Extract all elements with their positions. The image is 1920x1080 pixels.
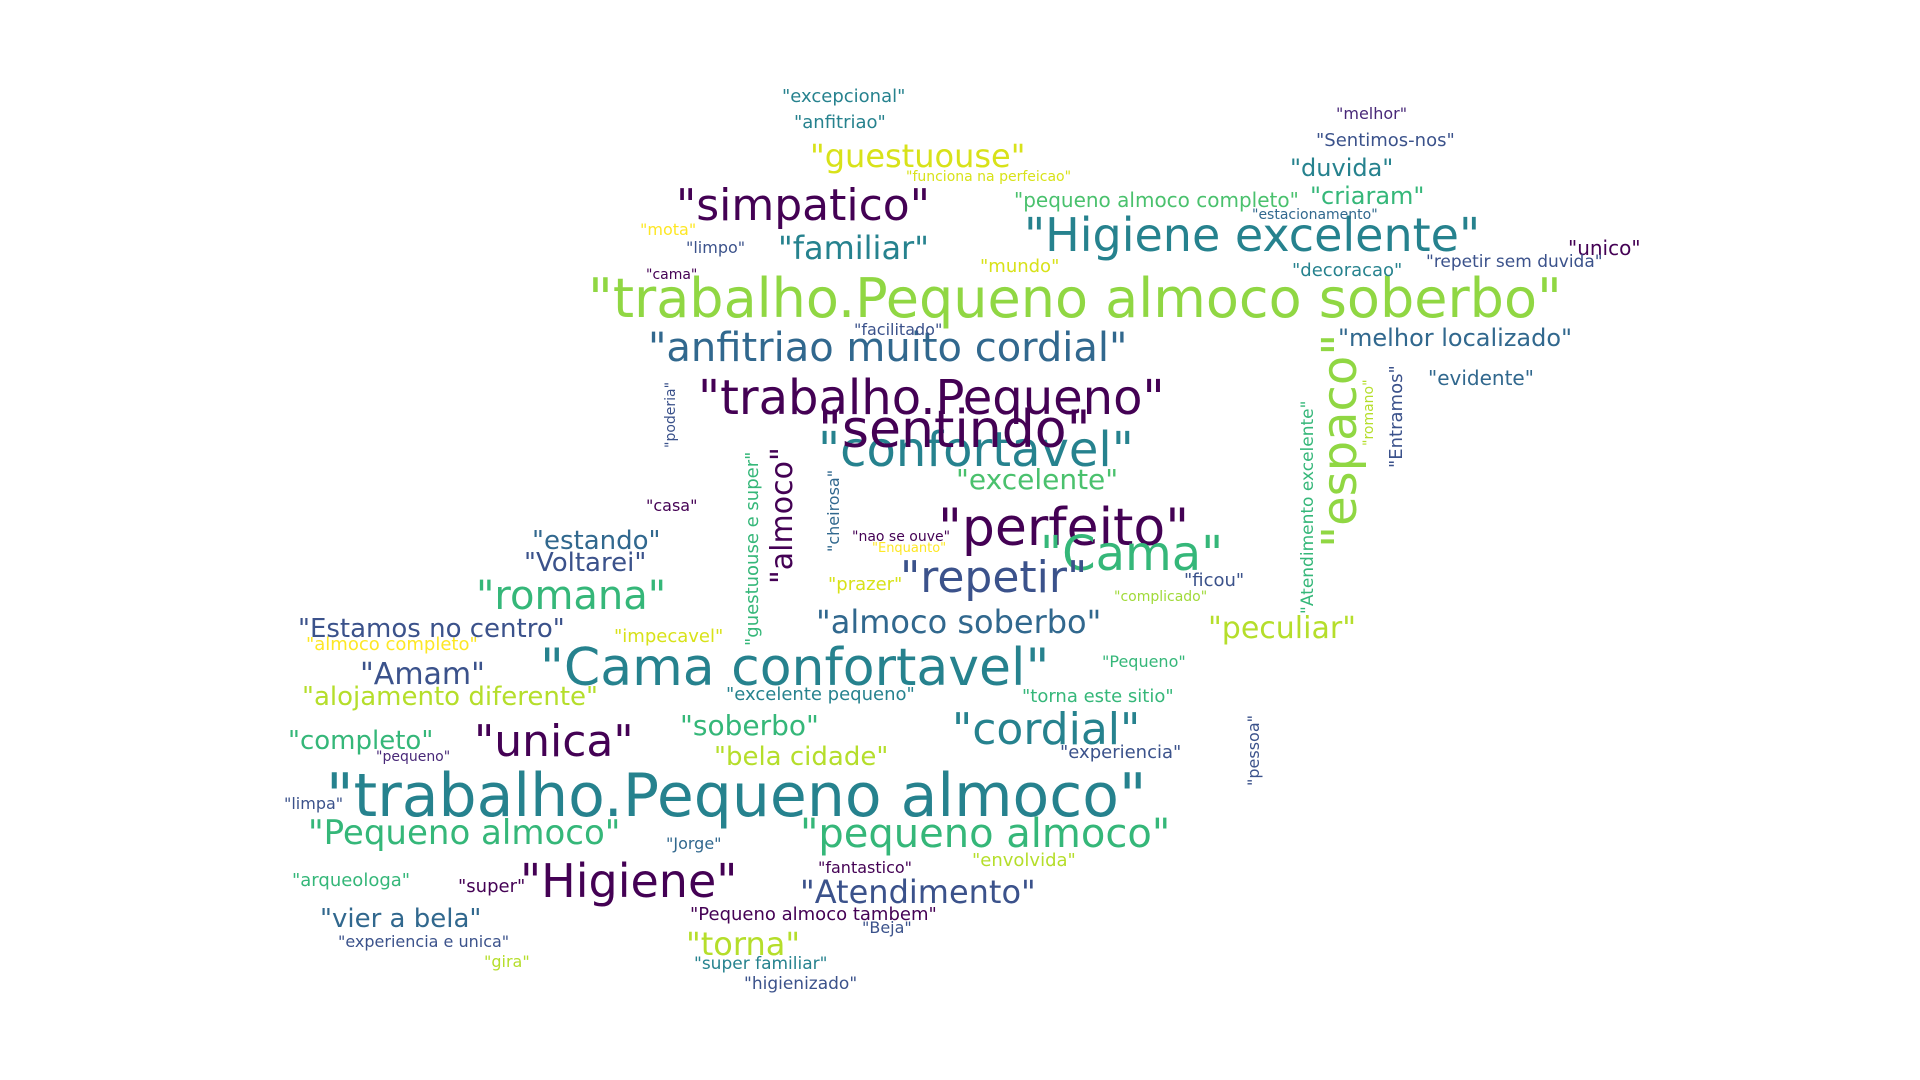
word-vertical: "romano"	[1361, 379, 1377, 446]
word: "super"	[458, 876, 526, 897]
word: "evidente"	[1428, 366, 1534, 390]
word: "experiencia e unica"	[338, 932, 510, 951]
word: "ficou"	[1184, 570, 1245, 591]
word: "complicado"	[1114, 589, 1208, 605]
word: "cordial"	[952, 704, 1141, 755]
word: "familiar"	[778, 229, 929, 267]
word: "excelente pequeno"	[726, 684, 915, 705]
word: "sentindo"	[818, 400, 1091, 460]
word: "romana"	[476, 573, 667, 619]
word: "repetir"	[900, 552, 1088, 603]
word: "Jorge"	[666, 834, 722, 853]
word: "mundo"	[980, 256, 1060, 277]
word: "Pequeno almoco tambem"	[690, 904, 937, 925]
word: "almoco completo"	[306, 634, 478, 655]
word: "excelente"	[956, 463, 1119, 496]
word: "almoco soberbo"	[816, 603, 1102, 641]
word: "Beja"	[862, 918, 912, 937]
word: "Cama confortavel"	[540, 638, 1050, 698]
word: "peculiar"	[1208, 611, 1356, 646]
word: "Higiene"	[520, 854, 738, 908]
word: "Higiene excelente"	[1024, 208, 1481, 262]
word: "repetir sem duvida"	[1426, 252, 1603, 272]
word: "limpa"	[284, 794, 344, 813]
word: "prazer"	[828, 574, 903, 595]
word: "criaram"	[1310, 182, 1425, 210]
word: "cama"	[646, 267, 698, 283]
word: "impecavel"	[614, 626, 724, 647]
word: "decoracao"	[1292, 260, 1403, 281]
word: "pequeno almoco"	[800, 811, 1171, 857]
word: "casa"	[646, 496, 698, 515]
word-vertical: "Entramos"	[1386, 365, 1407, 468]
word: "pequeno"	[376, 749, 451, 765]
word: "guestuouse"	[810, 137, 1026, 175]
word: "torna"	[686, 925, 801, 963]
word: "Cama"	[1040, 526, 1224, 582]
word: "Voltarei"	[524, 548, 647, 578]
word-vertical: "poderia"	[663, 381, 679, 448]
word: "simpatico"	[676, 180, 930, 231]
word: "completo"	[288, 726, 434, 756]
word: "duvida"	[1290, 154, 1394, 182]
word: "funciona na perfeicao"	[906, 169, 1072, 185]
word: "gira"	[484, 952, 530, 971]
word: "facilitado"	[854, 320, 943, 339]
word: "Sentimos-nos"	[1316, 130, 1455, 151]
word: "higienizado"	[744, 974, 858, 994]
word: "trabalho.Pequeno"	[698, 370, 1165, 426]
word: "envolvida"	[972, 850, 1076, 871]
word: "excepcional"	[782, 86, 906, 107]
word-vertical: "cheirosa"	[824, 469, 843, 552]
word-vertical: "espaco"	[1312, 333, 1368, 548]
word-vertical: "almoco"	[765, 447, 800, 584]
word-vertical: "pessoa"	[1244, 715, 1263, 786]
word: "torna este sitio"	[1022, 686, 1174, 707]
word: "Amam"	[360, 657, 485, 692]
word: "anfitriao"	[794, 112, 886, 133]
word: "fantastico"	[818, 858, 913, 877]
word: "experiencia"	[1060, 742, 1182, 763]
word: "Estamos no centro"	[298, 614, 565, 644]
word: "bela cidade"	[714, 742, 889, 772]
word: "alojamento diferente"	[302, 682, 598, 712]
word-vertical: "guestuouse e super"	[742, 451, 763, 646]
word-vertical: "Atendimento excelente"	[1298, 400, 1318, 614]
word: "perfeito"	[938, 498, 1190, 558]
word: "melhor localizado"	[1338, 324, 1573, 352]
word: "Pequeno"	[1102, 652, 1186, 671]
word: "super familiar"	[694, 954, 828, 974]
word: "estando"	[532, 526, 661, 556]
word: "estacionamento"	[1252, 207, 1378, 223]
word: "trabalho.Pequeno almoco soberbo"	[588, 267, 1562, 330]
word: "arqueologa"	[292, 870, 411, 891]
word: "mota"	[640, 220, 697, 239]
word: "anfitriao muito cordial"	[648, 325, 1128, 371]
word: "vier a bela"	[320, 904, 482, 934]
word: "Pequeno almoco"	[308, 813, 621, 853]
word: "pequeno almoco completo"	[1014, 188, 1299, 212]
word: "limpo"	[686, 238, 746, 257]
word: "Enquanto"	[872, 541, 947, 556]
word: "melhor"	[1336, 104, 1408, 123]
word: "trabalho.Pequeno almoco"	[326, 761, 1147, 831]
word: "confortavel"	[818, 422, 1134, 478]
word: "unica"	[474, 716, 634, 767]
word: "unico"	[1568, 236, 1641, 260]
word: "Atendimento"	[800, 873, 1036, 911]
word: "nao se ouve"	[852, 529, 951, 545]
word: "soberbo"	[680, 709, 819, 742]
